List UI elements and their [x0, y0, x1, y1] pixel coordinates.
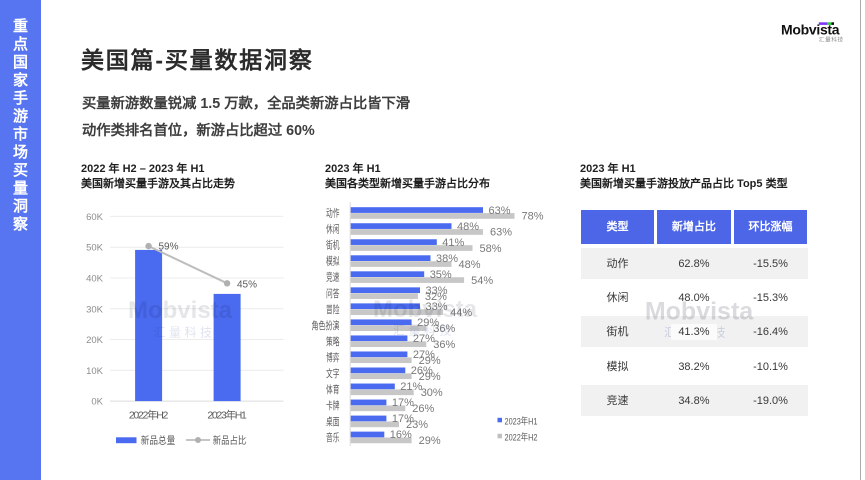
svg-text:63%: 63%: [489, 205, 511, 217]
svg-text:45%: 45%: [237, 280, 257, 291]
svg-text:78%: 78%: [522, 211, 544, 223]
svg-text:30K: 30K: [86, 304, 104, 315]
svg-text:40K: 40K: [86, 274, 104, 285]
svg-text:54%: 54%: [471, 275, 493, 287]
svg-text:27%: 27%: [413, 349, 435, 361]
svg-text:体育: 体育: [326, 383, 340, 396]
svg-text:0K: 0K: [91, 397, 103, 408]
svg-text:23%: 23%: [406, 419, 428, 431]
svg-text:桌面: 桌面: [326, 415, 340, 428]
svg-text:41%: 41%: [442, 237, 464, 249]
svg-text:36%: 36%: [433, 339, 455, 351]
svg-text:休闲: 休闲: [326, 223, 340, 236]
svg-text:16%: 16%: [390, 429, 412, 441]
svg-text:问答: 问答: [326, 287, 340, 300]
svg-text:2023年H1: 2023年H1: [207, 409, 247, 422]
svg-text:36%: 36%: [433, 323, 455, 335]
svg-text:动作: 动作: [326, 208, 340, 220]
svg-text:29%: 29%: [419, 435, 441, 447]
svg-text:博弈: 博弈: [326, 351, 340, 364]
svg-text:竞速: 竞速: [326, 271, 340, 284]
svg-text:48%: 48%: [459, 259, 481, 271]
svg-text:35%: 35%: [430, 269, 452, 281]
svg-text:21%: 21%: [400, 381, 422, 393]
svg-text:卡牌: 卡牌: [326, 399, 340, 412]
svg-text:32%: 32%: [425, 291, 447, 303]
svg-text:角色扮演: 角色扮演: [312, 319, 340, 332]
svg-text:20K: 20K: [86, 335, 104, 346]
svg-text:10K: 10K: [86, 366, 104, 377]
svg-text:2023年H1: 2023年H1: [505, 415, 538, 427]
svg-text:模拟: 模拟: [326, 255, 340, 268]
svg-text:63%: 63%: [490, 227, 512, 239]
svg-text:58%: 58%: [480, 243, 502, 255]
svg-text:Mobvista: Mobvista: [781, 22, 840, 38]
svg-text:60K: 60K: [86, 212, 104, 223]
svg-text:27%: 27%: [413, 333, 435, 345]
svg-text:38%: 38%: [436, 253, 458, 265]
svg-text:17%: 17%: [392, 397, 414, 409]
svg-text:冒险: 冒险: [326, 303, 340, 316]
svg-text:汇量科技: 汇量科技: [819, 36, 844, 44]
svg-text:33%: 33%: [426, 301, 448, 313]
svg-text:2022年H2: 2022年H2: [505, 431, 538, 443]
svg-text:策略: 策略: [326, 335, 340, 348]
svg-text:音乐: 音乐: [326, 431, 340, 444]
svg-text:29%: 29%: [417, 317, 439, 329]
svg-text:2022年H2: 2022年H2: [129, 409, 169, 422]
svg-text:新品总量: 新品总量: [141, 434, 176, 447]
svg-text:29%: 29%: [419, 371, 441, 383]
svg-text:文字: 文字: [326, 367, 340, 380]
svg-text:50K: 50K: [86, 243, 104, 254]
svg-text:59%: 59%: [159, 242, 179, 253]
svg-text:街机: 街机: [326, 239, 340, 252]
svg-text:30%: 30%: [421, 387, 443, 399]
svg-text:33%: 33%: [426, 285, 448, 297]
svg-text:26%: 26%: [412, 403, 434, 415]
svg-text:新品占比: 新品占比: [213, 434, 247, 447]
svg-text:48%: 48%: [457, 221, 479, 233]
svg-text:17%: 17%: [392, 413, 414, 425]
svg-text:26%: 26%: [411, 365, 433, 377]
svg-text:44%: 44%: [450, 307, 472, 319]
svg-text:29%: 29%: [419, 355, 441, 367]
